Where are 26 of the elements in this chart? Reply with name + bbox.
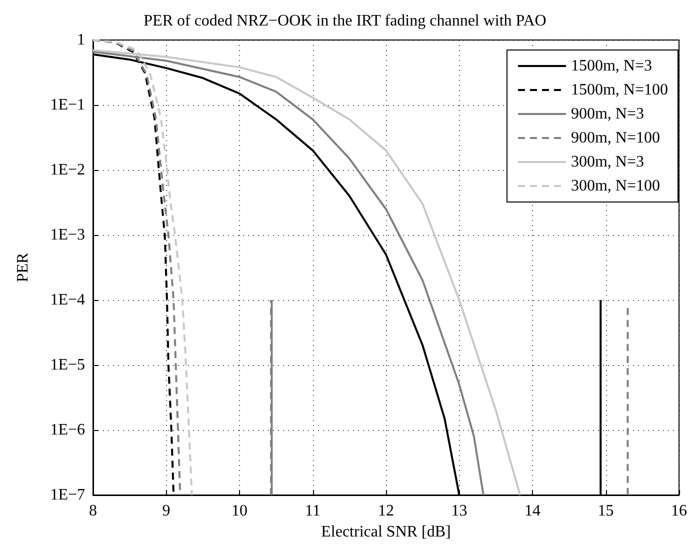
x-tick-label: 15 [598,502,614,520]
y-tick-label: 1E−2 [50,162,85,178]
y-tick-label: 1 [77,32,85,48]
x-tick-label: 12 [378,502,394,520]
x-tick-label: 14 [524,502,540,520]
x-tick-label: 16 [671,502,687,520]
y-axis-title: PER [14,252,32,282]
x-axis-title: Electrical SNR [dB] [321,523,451,540]
y-tick-label: 1E−1 [50,96,85,114]
legend-label: 900m, N=100 [570,130,660,146]
legend-label: 300m, N=100 [570,178,660,194]
y-tick-label: 1E−3 [50,226,85,244]
x-tick-label: 10 [232,502,248,520]
x-tick-label: 8 [89,502,97,520]
x-tick-label: 13 [451,502,468,520]
x-tick-label: 9 [162,502,170,520]
y-tick-label: 1E−5 [50,356,85,374]
legend-label: 1500m, N=3 [570,58,652,74]
legend-label: 300m, N=3 [570,154,644,170]
chart-title: PER of coded NRZ−OOK in the IRT fading channel with PAO [144,12,546,30]
y-tick-label: 1E−4 [50,292,85,308]
y-tick-label: 1E−6 [50,422,85,438]
legend-label: 900m, N=3 [570,106,644,122]
legend-label: 1500m, N=100 [570,82,668,98]
y-tick-label: 1E−7 [50,486,85,504]
x-tick-label: 11 [305,502,320,520]
